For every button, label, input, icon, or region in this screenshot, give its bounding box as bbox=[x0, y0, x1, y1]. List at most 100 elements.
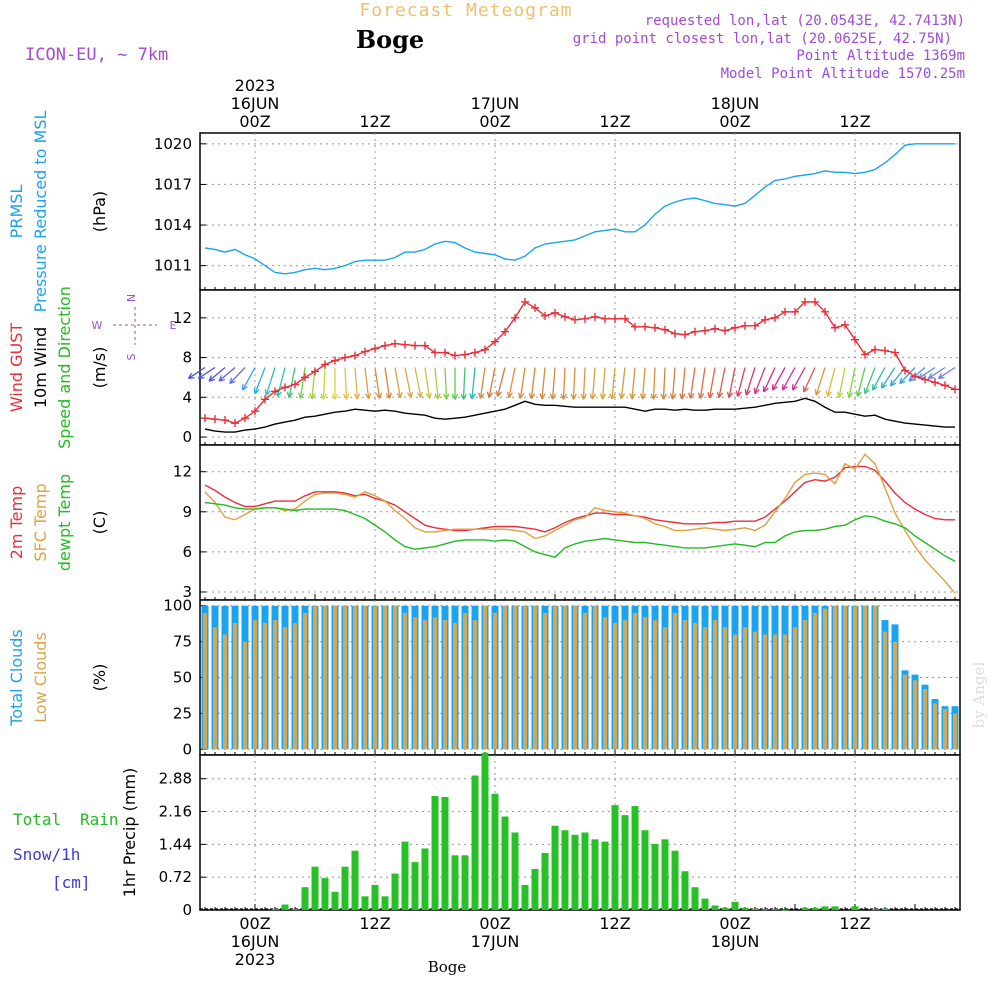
gust-marker bbox=[301, 373, 309, 382]
low-cloud-bar bbox=[373, 605, 377, 750]
y-axis-label: (hPa) bbox=[90, 191, 109, 232]
y-axis-label: 1hr Precip (mm) bbox=[120, 768, 139, 898]
gust-marker bbox=[831, 323, 839, 332]
wind-arrow-head bbox=[629, 393, 636, 400]
wind-arrow-head bbox=[753, 387, 760, 395]
wind-arrow-head bbox=[771, 384, 778, 391]
precip-bar bbox=[761, 909, 769, 911]
gust-marker bbox=[931, 378, 939, 387]
panel-frame bbox=[199, 444, 961, 601]
wind-direction-arrow bbox=[519, 367, 526, 399]
top-axis-label: 00Z bbox=[479, 112, 510, 131]
gust-marker bbox=[311, 367, 319, 376]
precip-bar bbox=[691, 887, 699, 910]
low-cloud-bar bbox=[213, 627, 217, 750]
wind-direction-arrow bbox=[928, 366, 946, 379]
wind-direction-arrow bbox=[918, 366, 936, 379]
precip-bar bbox=[521, 884, 529, 910]
wind-arrow-head bbox=[781, 384, 788, 391]
location-title: Boge bbox=[356, 25, 424, 54]
y-tick-label: 100 bbox=[163, 597, 192, 615]
wind-direction-arrow bbox=[530, 367, 536, 399]
wind-direction-arrow bbox=[582, 367, 586, 400]
wind-arrow-head bbox=[802, 386, 809, 393]
wind-arrow-head bbox=[309, 393, 316, 400]
gust-marker bbox=[491, 337, 499, 346]
wind-direction-arrow bbox=[718, 367, 726, 398]
y-tick-label: 0 bbox=[182, 428, 192, 446]
low-cloud-bar bbox=[653, 620, 657, 750]
y-tick-label: 0.72 bbox=[159, 868, 192, 886]
requested-coords: requested lon,lat (20.0543E, 42.7413N) bbox=[645, 13, 965, 29]
wind-arrow-head bbox=[187, 372, 195, 380]
gust-marker bbox=[601, 314, 609, 323]
wind-arrow-head bbox=[506, 391, 514, 398]
low-cloud-bar bbox=[243, 641, 247, 750]
clouds-panel: 0 25 50 75 100 Total Clouds Low Clouds (%) bbox=[7, 597, 961, 758]
gust-marker bbox=[261, 395, 269, 404]
low-cloud-bar bbox=[393, 605, 397, 750]
y-tick-label: 0 bbox=[182, 901, 192, 919]
wind-arrow-head bbox=[871, 384, 878, 391]
gust-marker bbox=[461, 350, 469, 359]
y-tick-label: 1014 bbox=[154, 216, 192, 234]
low-cloud-bar bbox=[833, 605, 837, 750]
low-cloud-bar bbox=[693, 622, 697, 750]
bottom-axis-label: 12Z bbox=[359, 914, 390, 933]
wind-direction-arrow bbox=[322, 367, 326, 400]
wind-direction-arrow bbox=[938, 366, 956, 379]
precip-bar bbox=[871, 909, 879, 911]
pressure-panel: 1011 1014 1017 1020 PRMSL Pressure Reduced to… bbox=[7, 110, 961, 312]
wind-arrow-head bbox=[549, 393, 557, 400]
wind-direction-arrow bbox=[908, 367, 926, 382]
wind-arrow-head bbox=[899, 377, 906, 385]
wind-direction-arrow bbox=[265, 367, 276, 396]
gust-marker bbox=[891, 348, 899, 357]
gust-marker bbox=[361, 347, 369, 356]
y-tick-label: 1011 bbox=[154, 257, 192, 275]
low-cloud-bar bbox=[223, 634, 227, 750]
low-cloud-bar bbox=[543, 612, 547, 750]
wind-arrow-head bbox=[460, 393, 467, 400]
y-axis-label: SFC Temp bbox=[31, 483, 50, 561]
gust-marker bbox=[541, 311, 549, 320]
precip-bar bbox=[481, 752, 489, 910]
low-cloud-bar bbox=[683, 620, 687, 750]
precip-bar bbox=[421, 848, 429, 910]
wind-direction-arrow bbox=[815, 367, 826, 396]
gust-marker bbox=[511, 313, 519, 322]
wind-direction-arrow bbox=[414, 367, 422, 398]
wind-arrow-head bbox=[580, 393, 587, 400]
gust-marker bbox=[821, 307, 829, 316]
gust-marker bbox=[901, 366, 909, 375]
model-label: ICON-EU, ~ 7km bbox=[25, 45, 168, 65]
gust-marker bbox=[341, 353, 349, 362]
wind-arrow-head bbox=[863, 387, 870, 395]
panel-frame bbox=[199, 132, 961, 291]
precip-bar bbox=[611, 805, 619, 910]
wind-arrow-head bbox=[688, 392, 695, 399]
wind-arrow-head bbox=[385, 392, 392, 399]
gust-marker bbox=[381, 341, 389, 350]
precip-bar bbox=[511, 832, 519, 910]
wind-arrow-head bbox=[469, 393, 476, 400]
wind-direction-arrow bbox=[541, 367, 546, 400]
precip-bar bbox=[701, 898, 709, 910]
precip-bar bbox=[311, 866, 319, 910]
wind-panel: 0 4 8 12 Wind GUST 10m Wind Speed and Directio… bbox=[7, 286, 961, 449]
bottom-axis-label: 16JUN bbox=[231, 932, 280, 951]
low-cloud-bar bbox=[603, 617, 607, 750]
wind-direction-arrow bbox=[708, 367, 716, 399]
low-cloud-bar bbox=[913, 680, 917, 750]
low-cloud-bar bbox=[203, 612, 207, 750]
low-cloud-bar bbox=[763, 634, 767, 750]
wind-arrow-head bbox=[599, 393, 607, 400]
y-tick-label: 1017 bbox=[154, 175, 192, 193]
y-axis-label: dewpt Temp bbox=[55, 474, 74, 571]
wind-arrow-head bbox=[570, 393, 577, 400]
y-tick-label: 8 bbox=[182, 349, 192, 367]
bottom-axis-label: 17JUN bbox=[471, 932, 520, 951]
top-axis-label: 17JUN bbox=[471, 94, 520, 113]
precip-bar bbox=[731, 901, 739, 910]
